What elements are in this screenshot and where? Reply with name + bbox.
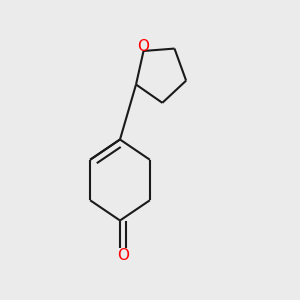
Text: O: O <box>117 248 129 262</box>
Text: O: O <box>137 39 149 54</box>
